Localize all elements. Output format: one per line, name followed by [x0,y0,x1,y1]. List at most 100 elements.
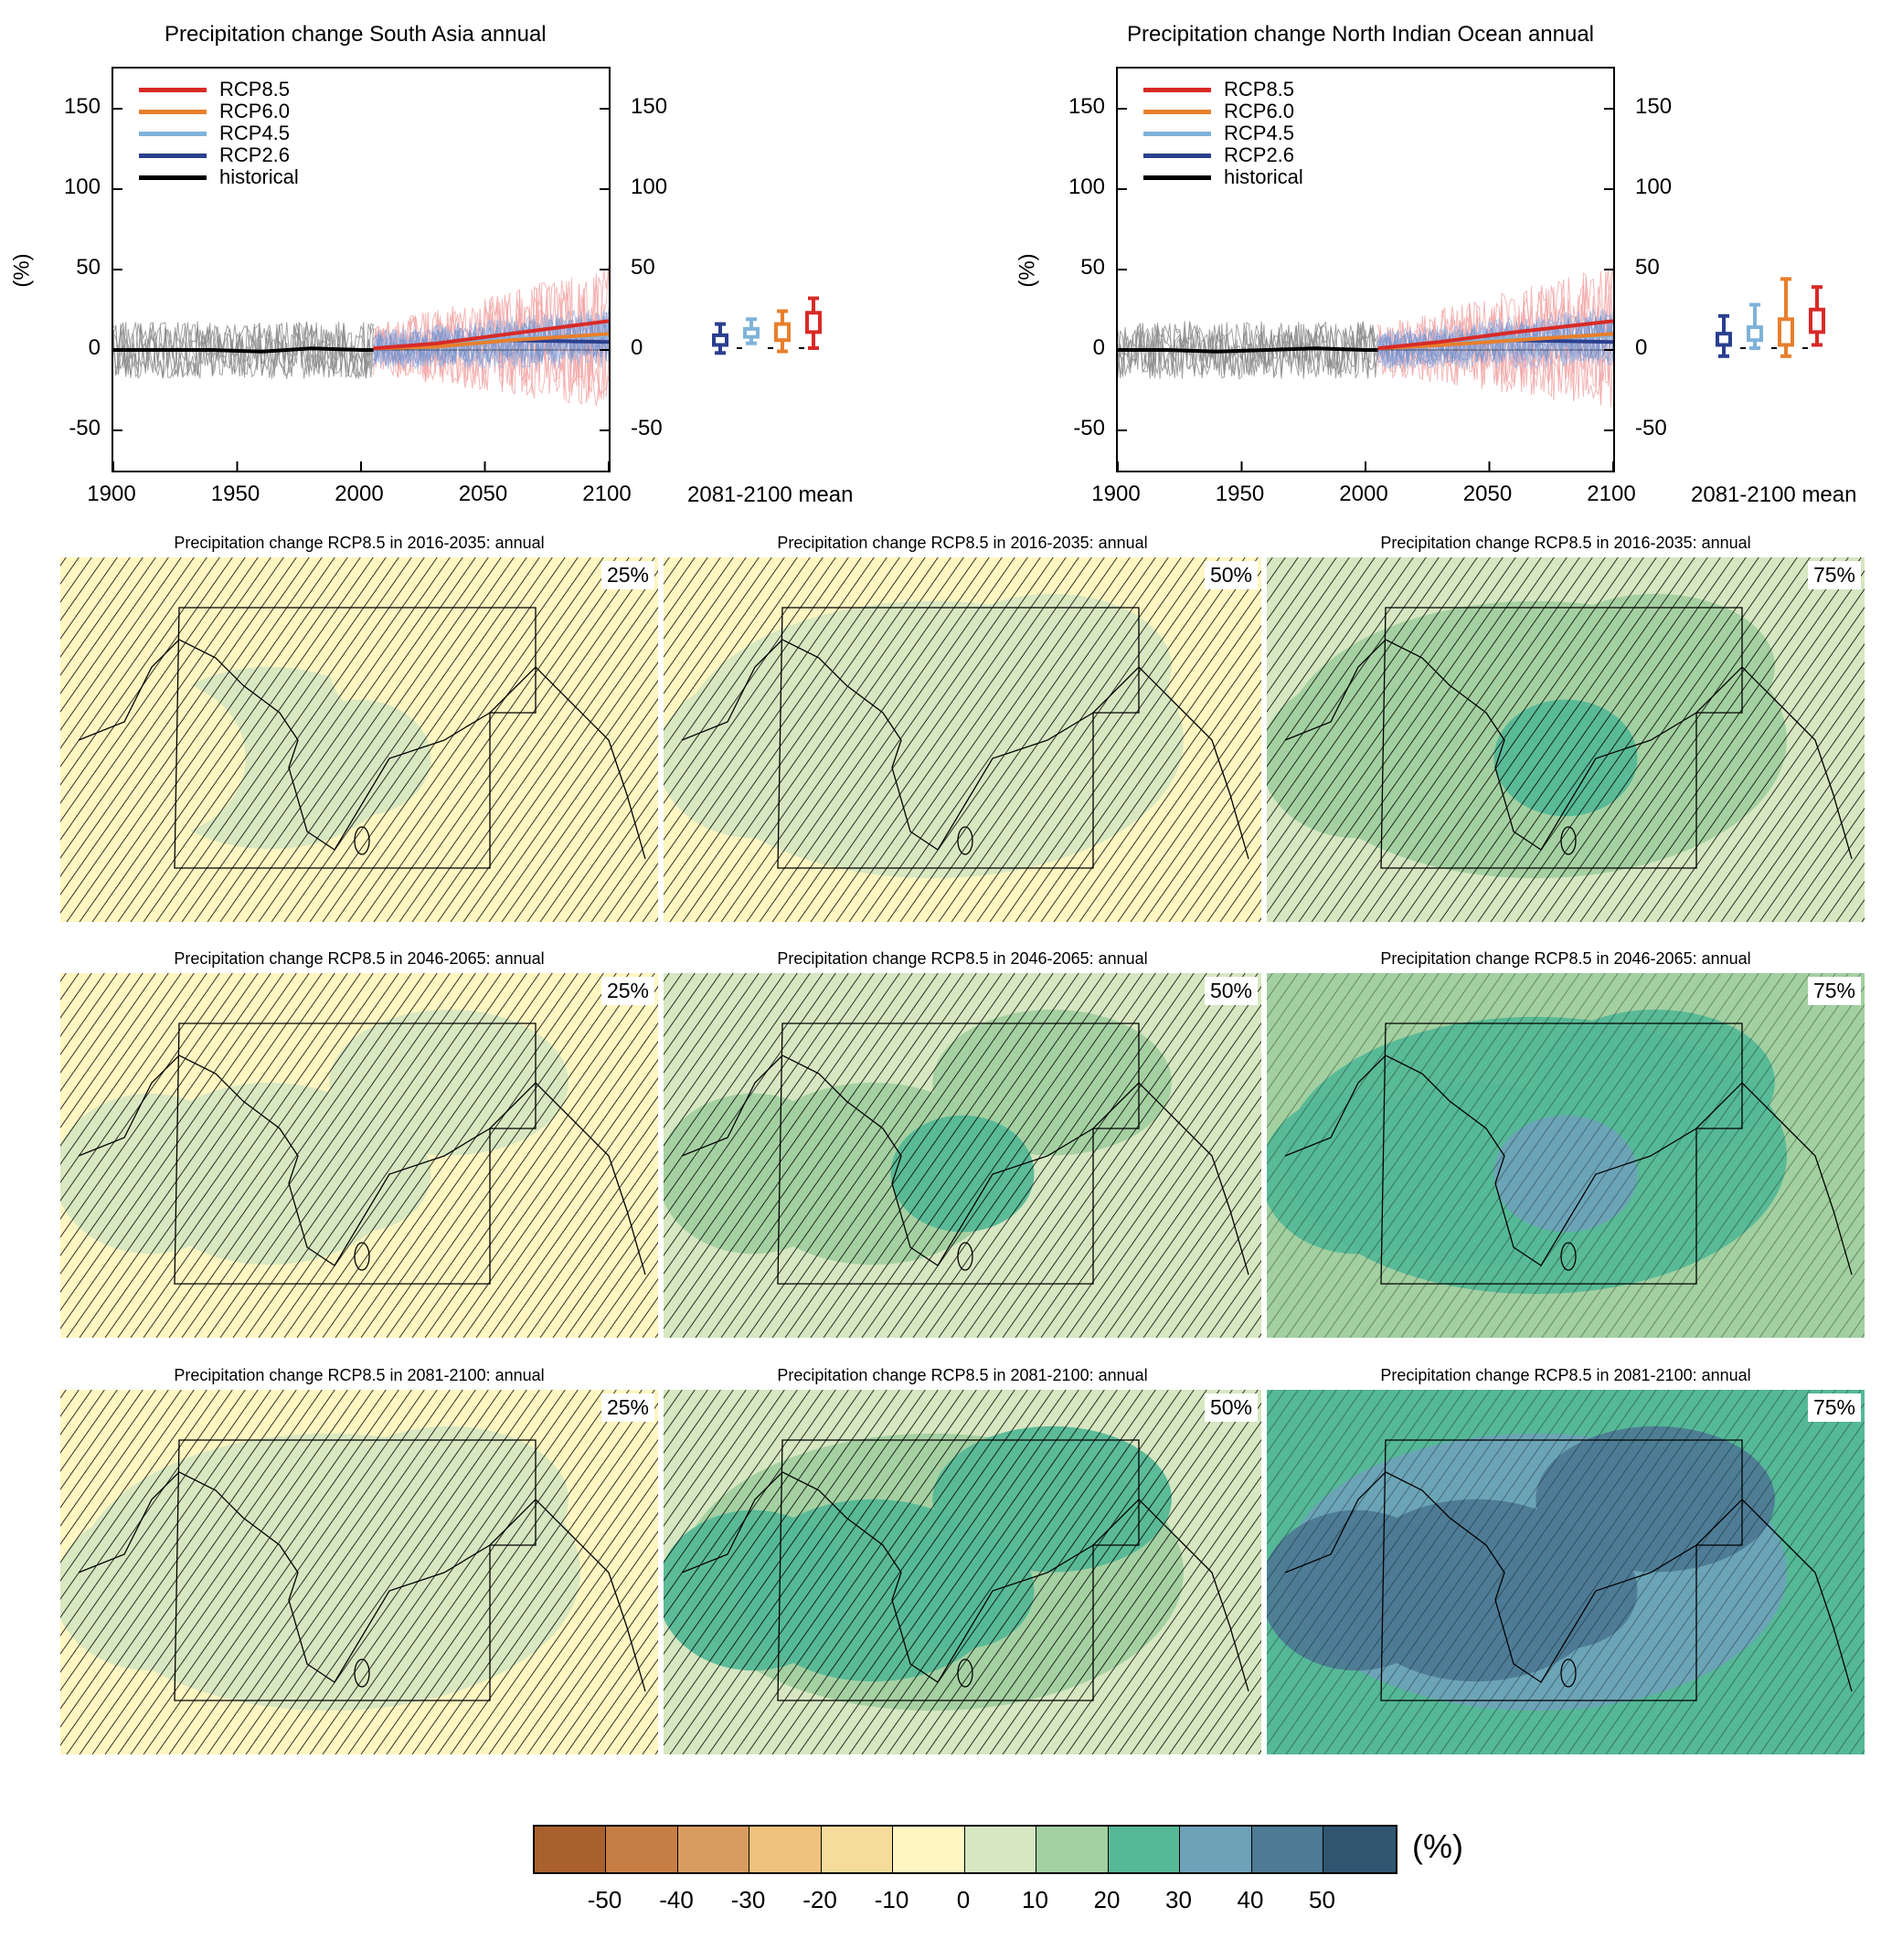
y-tick-label-right: 0 [631,335,643,360]
region-box [174,607,537,869]
colorbar-cell [964,1827,1037,1872]
colorbar-tick-label: -50 [587,1886,622,1913]
legend-label: historical [1224,165,1303,188]
legend-swatch [139,109,207,114]
coastline [1284,1471,1853,1692]
legend-swatch [139,175,207,180]
colorbar-tick-label: -30 [730,1886,766,1913]
series-line-rcp85 [1377,319,1613,351]
colorbar-cell [1251,1827,1324,1872]
inset-box-rcp45 [1747,302,1763,350]
region-box [777,607,1140,869]
x-tick-label: 2100 [582,482,632,506]
map-percentile-label: 75% [1807,977,1861,1005]
map-percentile-label: 75% [1807,1393,1861,1422]
coastline [681,639,1249,860]
inset-box-rcp45 [743,317,760,345]
legend-swatch [1143,175,1211,180]
legend-label: RCP8.5 [219,78,291,101]
map-title: Precipitation change RCP8.5 in 2016-2035… [1380,534,1751,552]
map-panel: 25% [60,1390,658,1754]
legend-label: RCP8.5 [1224,78,1295,101]
y-tick-label-right: 150 [631,94,668,119]
legend-label: RCP4.5 [219,122,291,144]
y-tick-label-right: 0 [1635,335,1648,360]
ts-plot-north-indian-ocean [1116,67,1615,472]
legend-item: RCP4.5 [139,122,299,144]
x-tick-label: 2050 [1462,482,1513,506]
island-outline [354,826,370,855]
y-tick-label-right: -50 [631,416,663,440]
colorbar-tick-label: 30 [1165,1886,1192,1913]
map-panel: 50% [664,557,1261,922]
legend-item: RCP2.6 [1143,143,1303,166]
ts-svg-south-asia [113,108,609,471]
legend-label: RCP2.6 [219,143,291,166]
x-tick-label: 1950 [210,482,260,506]
island-outline [957,826,973,855]
map-contour-patch [1267,1510,1452,1671]
map-title: Precipitation change RCP8.5 in 2081-2100… [777,1366,1148,1384]
ts-inset-north-indian-ocean [1689,67,1872,469]
historical-member [1118,321,1379,377]
colorbar-cell [606,1827,678,1872]
coastline [78,639,646,860]
map-contour-patch [329,1425,569,1573]
y-tick-label-right: -50 [1635,416,1667,440]
map-percentile-label: 25% [600,561,654,589]
map-svg [60,973,658,1338]
y-tick-label-left: 0 [88,335,101,360]
colorbar-tick-label: -20 [802,1886,837,1913]
colorbar-cell [1036,1827,1109,1872]
coastline [1284,1054,1853,1276]
rcp26-member [1377,309,1613,370]
map-panel: 50% [664,1390,1261,1754]
inset-box-rcp85 [1809,285,1825,347]
inset-box-rcp26 [1716,313,1732,358]
ts-svg-north-indian-ocean [1118,108,1613,471]
colorbar-tick-label: 20 [1093,1886,1121,1913]
series-line-historical [113,346,374,354]
ts-legend-north-indian-ocean: RCP8.5 RCP6.0 RCP4.5 RCP2.6 historical [1143,78,1303,188]
region-box [1380,1439,1743,1701]
map-svg [1267,973,1865,1338]
map-percentile-label: 50% [1204,1393,1258,1422]
legend-swatch [1143,87,1211,92]
map-contour-patch [60,1093,246,1255]
coastline [1284,639,1853,860]
map-percentile-label: 50% [1204,561,1258,589]
map-percentile-label: 50% [1204,977,1258,1005]
historical-member [1118,321,1378,380]
map-title: Precipitation change RCP8.5 in 2016-2035… [174,534,545,552]
ts-title-south-asia: Precipitation change South Asia annual [165,22,547,47]
map-panel: 25% [60,973,658,1338]
colorbar-tick-label: -40 [659,1886,694,1913]
island-outline [354,1658,370,1688]
y-tick-label-right: 100 [631,175,668,199]
map-contour-patch [1536,1009,1775,1156]
legend-label: historical [219,165,299,188]
legend-swatch [139,131,207,136]
map-contour-patch [60,677,246,839]
map-contour-patch [287,1115,431,1233]
legend-label: RCP6.0 [219,100,291,122]
y-tick-label-left: 150 [1068,94,1105,119]
colorbar-tick-label: 40 [1237,1886,1264,1913]
map-contour-patch [932,593,1172,740]
legend-swatch [139,153,207,158]
map-contour-patch [664,677,849,839]
y-tick-label-right: 50 [1635,255,1660,280]
map-svg [60,557,658,922]
map-hatching [664,1390,1261,1754]
map-contour-patch [932,1009,1172,1156]
y-tick-label-left: 150 [63,94,101,119]
map-panel: 75% [1267,973,1865,1338]
island-outline [354,1242,370,1271]
y-tick-label-left: 100 [1068,175,1105,199]
y-tick-label-left: 100 [63,175,101,199]
map-contour-patch [664,1510,849,1671]
map-contour-patch [1493,699,1638,817]
map-hatching [1267,557,1865,922]
map-contour-patch [890,699,1035,817]
map-contour-patch [1267,1093,1452,1255]
